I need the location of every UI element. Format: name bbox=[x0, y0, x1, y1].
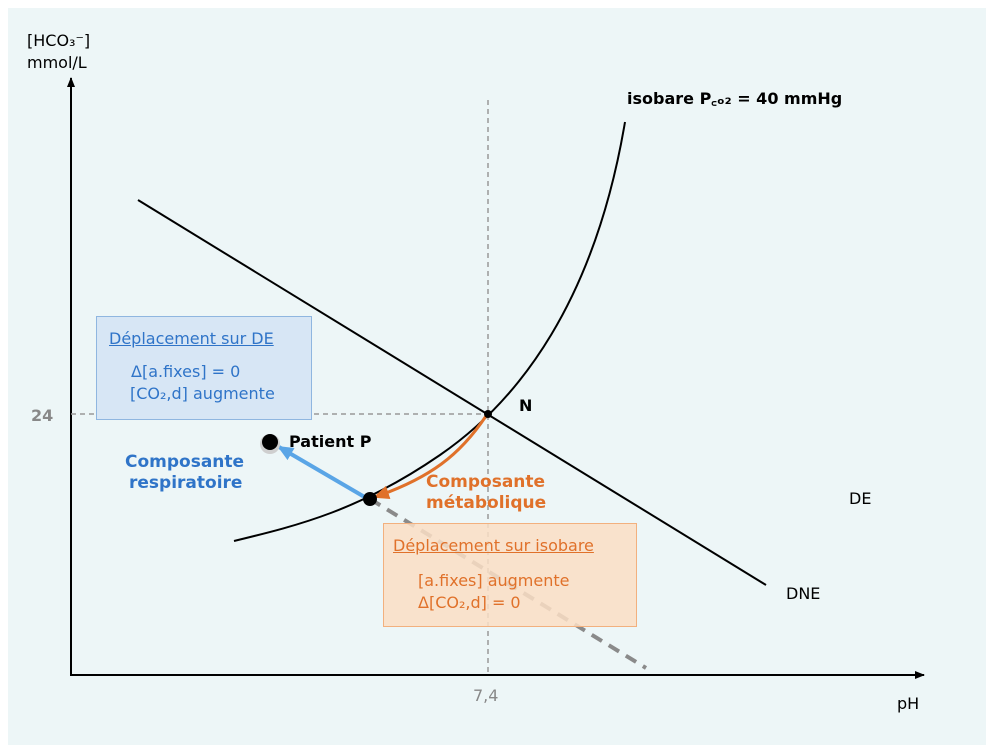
point-intermediate bbox=[363, 492, 377, 506]
metabolic-label-line2: métabolique bbox=[426, 493, 546, 513]
isobare-label: isobare P꜀ₒ₂ = 40 mmHg bbox=[627, 89, 842, 108]
box-isobare-line2: Δ[CO₂,d] = 0 bbox=[418, 593, 521, 612]
y-tick-24: 24 bbox=[31, 406, 53, 425]
y-axis-label-line2: mmol/L bbox=[27, 53, 87, 72]
metabolic-arrow bbox=[373, 415, 488, 500]
box-isobare-line1: [a.fixes] augmente bbox=[418, 571, 570, 590]
patient-p-label: Patient P bbox=[289, 432, 372, 451]
point-n bbox=[484, 410, 492, 418]
box-isobare-title: Déplacement sur isobare bbox=[393, 536, 594, 555]
x-axis-label: pH bbox=[897, 694, 919, 713]
box-de-line1: Δ[a.fixes] = 0 bbox=[131, 362, 241, 381]
respiratory-arrow bbox=[277, 445, 370, 501]
box-deplacement-isobare: Déplacement sur isobare [a.fixes] augmen… bbox=[383, 523, 637, 627]
y-axis-label-line1: [HCO₃⁻] bbox=[27, 31, 90, 50]
point-patient-p bbox=[262, 434, 278, 450]
x-tick-7-4: 7,4 bbox=[473, 686, 498, 705]
box-deplacement-de: Déplacement sur DE Δ[a.fixes] = 0 [CO₂,d… bbox=[96, 316, 312, 420]
metabolic-label-line1: Composante bbox=[426, 472, 545, 492]
de-label: DE bbox=[849, 489, 871, 508]
respiratory-label-line1: Composante bbox=[125, 452, 244, 472]
dne-label: DNE bbox=[786, 584, 820, 603]
dne-line bbox=[137, 199, 767, 586]
box-de-line2: [CO₂,d] augmente bbox=[130, 384, 275, 403]
box-de-title: Déplacement sur DE bbox=[109, 329, 274, 348]
isobare-curve bbox=[233, 121, 626, 542]
respiratory-label-line2: respiratoire bbox=[129, 473, 242, 493]
point-n-label: N bbox=[519, 396, 532, 415]
